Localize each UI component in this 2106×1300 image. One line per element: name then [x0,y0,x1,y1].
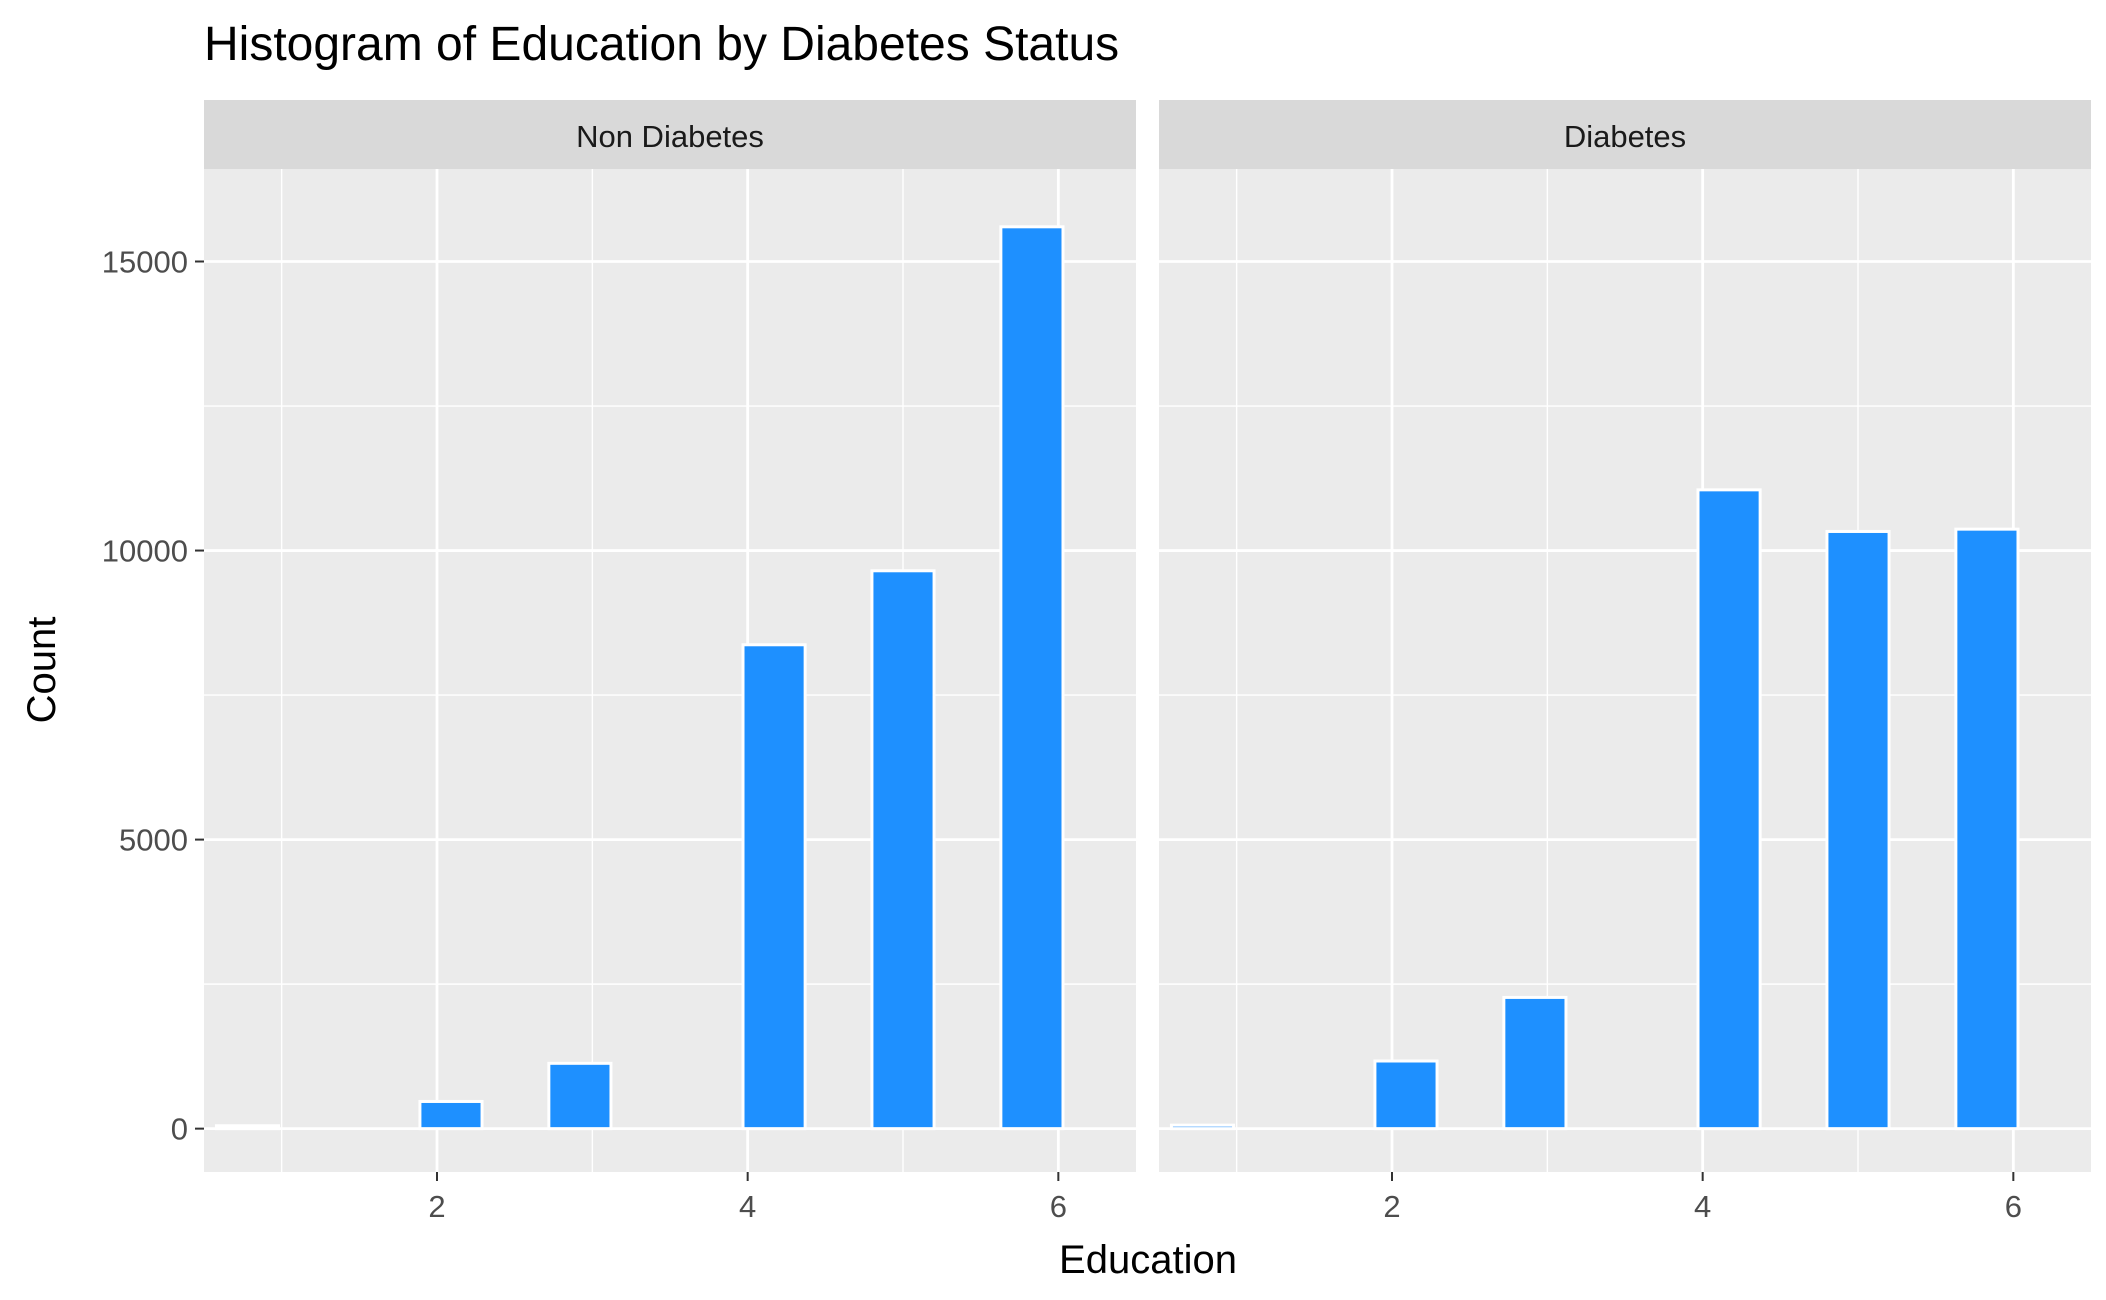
x-tick-label: 6 [1050,1189,1067,1224]
x-tick-label: 2 [428,1189,445,1224]
facet-panel: Non Diabetes 2 4 6 [204,100,1136,1224]
y-tick-label: 15000 [102,244,188,279]
histogram-bar [1825,529,1891,1131]
facet-panels: Non Diabetes 2 4 6 Diabetes 2 4 6 [204,100,2091,1224]
y-tick-label: 0 [171,1112,188,1147]
facet-strip [204,100,1136,169]
x-tick-label: 4 [1694,1189,1711,1224]
y-axis-title: Count [20,617,64,724]
histogram-bar [1373,1059,1439,1131]
panel-background [204,169,1136,1172]
histogram-bar [547,1061,613,1131]
histogram-bar [870,569,936,1131]
histogram-bar [1696,488,1762,1131]
histogram-bar [418,1099,484,1131]
x-tick-label: 2 [1383,1189,1400,1224]
histogram-bar [214,1124,281,1131]
panel-background [1159,169,2091,1172]
y-tick-label: 10000 [102,534,188,569]
facet-strip-label: Non Diabetes [576,119,764,154]
x-tick-label: 4 [739,1189,756,1224]
x-tick-label: 6 [2005,1189,2022,1224]
histogram-bar [1502,995,1568,1131]
y-axis: 0 5000 10000 15000 [102,244,204,1147]
x-axis-title: Education [1059,1238,1237,1282]
histogram-bar [741,643,807,1131]
histogram-bar [999,225,1065,1131]
histogram-bar [1954,527,2020,1131]
y-tick-label: 5000 [119,823,188,858]
histogram-bar [1169,1123,1236,1131]
chart-title: Histogram of Education by Diabetes Statu… [204,18,1119,71]
facet-strip-label: Diabetes [1564,119,1686,154]
facet-panel: Diabetes 2 4 6 [1159,100,2091,1224]
facet-strip [1159,100,2091,169]
